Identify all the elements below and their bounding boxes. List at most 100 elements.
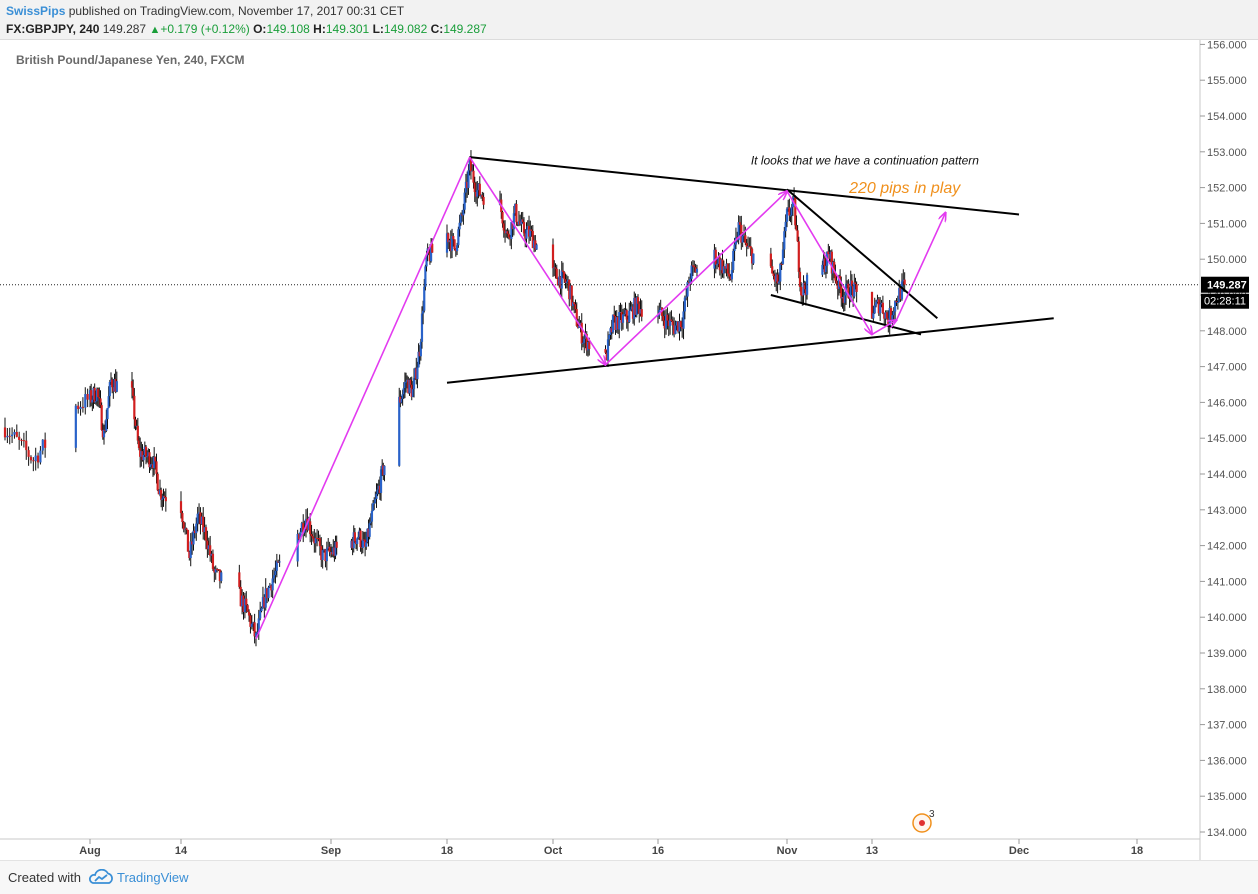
- candle-body: [741, 235, 744, 243]
- candle-body: [687, 282, 691, 284]
- candle-body: [560, 270, 563, 289]
- candle-body: [366, 528, 369, 543]
- candle-body: [111, 379, 114, 388]
- candle-body: [685, 296, 688, 298]
- candle-body: [559, 276, 562, 289]
- symbol-label[interactable]: FX:GBPJPY, 240: [6, 22, 100, 36]
- zigzag-segment[interactable]: [255, 156, 471, 640]
- candle-body: [373, 502, 376, 504]
- projection-arrow[interactable]: [895, 213, 946, 321]
- candle-body: [635, 297, 638, 315]
- candle-body: [424, 266, 427, 287]
- candle-body: [318, 538, 321, 547]
- candle-body: [668, 319, 672, 326]
- candle-body: [580, 322, 583, 344]
- candle-body: [847, 283, 850, 298]
- candle-body: [150, 464, 153, 466]
- price-axis[interactable]: 134.000 135.000 136.000 137.000 138.000 139.0…: [1200, 40, 1249, 839]
- candle-body: [686, 282, 689, 297]
- created-with-text: Created with: [8, 870, 81, 885]
- candle-body: [821, 264, 824, 275]
- candle-body: [780, 263, 783, 265]
- candle-body: [358, 530, 361, 537]
- candle-body: [722, 266, 725, 274]
- candle-body: [514, 203, 517, 214]
- open-value: 149.108: [266, 22, 310, 36]
- candle-body: [881, 302, 884, 314]
- candle-body: [579, 322, 582, 326]
- candle-body: [260, 608, 263, 611]
- candle-body: [588, 341, 591, 350]
- candle-body: [836, 283, 839, 289]
- candle-body: [204, 527, 208, 541]
- tradingview-brand-link[interactable]: TradingView: [117, 870, 189, 885]
- candle-body: [74, 405, 77, 448]
- candle-body: [407, 379, 410, 394]
- candle-body: [566, 279, 570, 282]
- candle-body: [563, 271, 566, 280]
- candle-body: [565, 281, 568, 283]
- candle-body: [365, 542, 368, 547]
- candle-body: [718, 257, 721, 271]
- candle-body: [631, 306, 635, 319]
- candle-body: [879, 304, 882, 314]
- candle-body: [714, 249, 717, 265]
- drawings-layer[interactable]: [0, 156, 1200, 640]
- candle-body: [22, 440, 25, 442]
- trendline-upper[interactable]: [469, 156, 1020, 216]
- candle-body: [573, 302, 576, 305]
- candle-body: [417, 351, 420, 368]
- zigzag-segment[interactable]: [871, 320, 897, 336]
- candle-body: [790, 207, 793, 216]
- candle-body: [189, 541, 192, 559]
- candle-body: [837, 276, 841, 289]
- pips-annotation[interactable]: 220 pips in play: [848, 180, 961, 197]
- candle-body: [160, 489, 163, 500]
- candle-body: [109, 379, 113, 382]
- candle-body: [94, 401, 97, 403]
- candle-body: [419, 341, 422, 357]
- y-tick-label: 146.000: [1207, 397, 1247, 409]
- time-axis[interactable]: Aug 14 Sep 18 Oct 16 Nov 13 Dec 18: [79, 839, 1143, 857]
- candle-body: [455, 245, 459, 252]
- candle-body: [310, 534, 313, 537]
- candle-body: [297, 533, 301, 540]
- zigzag-segment[interactable]: [786, 190, 872, 334]
- candle-body: [482, 196, 485, 205]
- candle-body: [39, 450, 42, 463]
- candle-body: [268, 585, 271, 588]
- candle-body: [713, 249, 716, 269]
- zigzag-segment[interactable]: [469, 156, 606, 365]
- candle-body: [270, 585, 273, 591]
- candle-body: [322, 549, 326, 551]
- candle-body: [895, 301, 898, 303]
- event-badge[interactable]: 3: [912, 809, 935, 833]
- candle-body: [898, 288, 901, 303]
- candle-body: [156, 473, 159, 491]
- candle-body: [274, 570, 277, 576]
- candle-body: [634, 297, 637, 315]
- chart-canvas[interactable]: 134.000 135.000 136.000 137.000 138.000 139.0…: [0, 40, 1258, 860]
- y-tick-label: 154.000: [1207, 111, 1247, 123]
- candle-body: [737, 222, 740, 241]
- author-link[interactable]: SwissPips: [6, 4, 66, 18]
- zigzag-segment[interactable]: [604, 191, 788, 366]
- annotation-text[interactable]: It looks that we have a continuation pat…: [751, 153, 979, 167]
- candle-body: [671, 320, 674, 326]
- candle-body: [784, 221, 787, 232]
- candle-body: [883, 313, 886, 319]
- candle-body: [853, 282, 856, 297]
- candle-body: [414, 368, 417, 379]
- candle-body: [400, 398, 403, 403]
- candle-body: [193, 530, 196, 534]
- candle-body: [892, 311, 895, 316]
- candle-body: [828, 254, 831, 259]
- trendline-wedge-top[interactable]: [786, 188, 938, 320]
- trendline-lower[interactable]: [446, 317, 1054, 384]
- candle-body: [478, 183, 481, 196]
- candle-body: [468, 158, 471, 171]
- candle-body: [728, 273, 731, 277]
- y-tick-label: 156.000: [1207, 40, 1247, 51]
- open-label: O:: [253, 22, 267, 36]
- candle-body: [840, 286, 843, 299]
